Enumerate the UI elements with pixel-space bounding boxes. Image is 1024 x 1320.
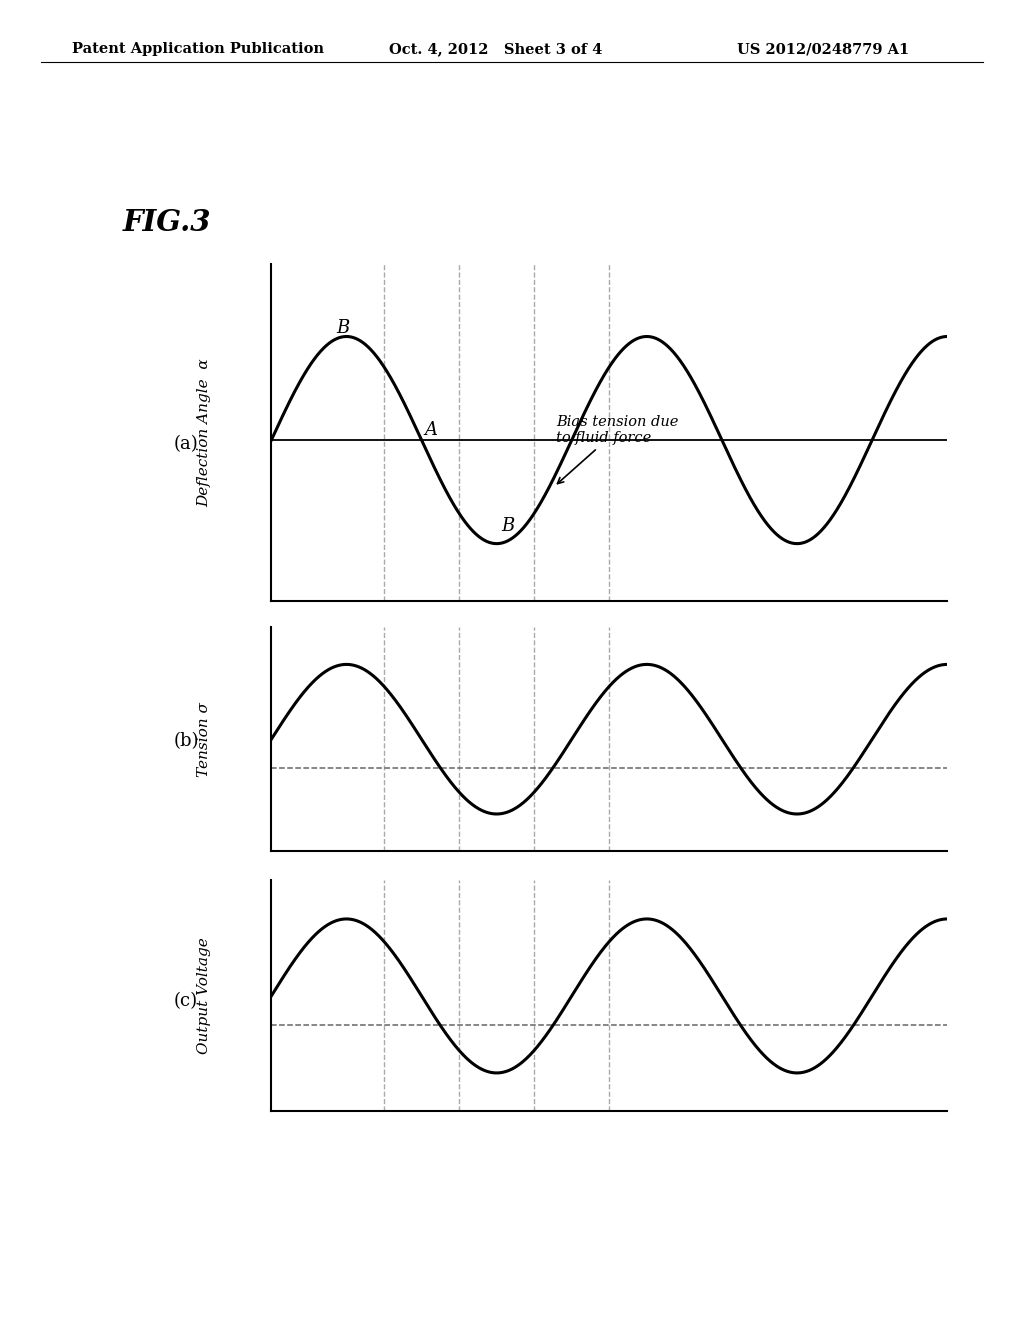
Text: A: A (424, 421, 437, 438)
Text: Oct. 4, 2012   Sheet 3 of 4: Oct. 4, 2012 Sheet 3 of 4 (389, 42, 602, 57)
Text: FIG.3: FIG.3 (123, 209, 211, 238)
Text: B: B (502, 517, 515, 535)
Text: Output Voltage: Output Voltage (197, 937, 211, 1055)
Text: Bias tension due
to fluid force: Bias tension due to fluid force (556, 414, 679, 483)
Text: (c): (c) (174, 991, 199, 1010)
Text: Deflection Angle  α: Deflection Angle α (197, 358, 211, 507)
Text: (a): (a) (174, 434, 199, 453)
Text: B: B (336, 319, 349, 338)
Text: (b): (b) (174, 731, 200, 750)
Text: US 2012/0248779 A1: US 2012/0248779 A1 (737, 42, 909, 57)
Text: Tension σ: Tension σ (197, 702, 211, 776)
Text: Patent Application Publication: Patent Application Publication (72, 42, 324, 57)
